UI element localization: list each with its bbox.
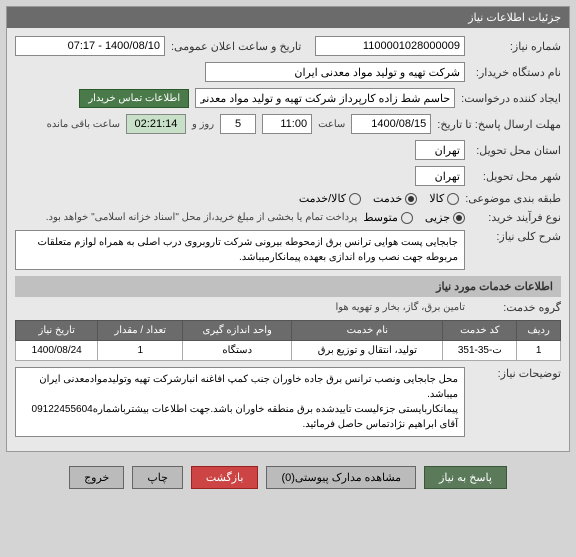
notes-box: محل جابجایی ونصب ترانس برق جاده خاوران ج… [15, 367, 465, 437]
td-0: 1 [517, 341, 561, 361]
days-label: روز و [192, 119, 214, 130]
td-4: 1 [98, 341, 183, 361]
radio-service[interactable]: خدمت [373, 192, 417, 205]
radio-both-label: کالا/خدمت [299, 192, 346, 205]
th-4: تعداد / مقدار [98, 321, 183, 341]
panel-title: جزئیات اطلاعات نیاز [7, 7, 569, 28]
remaining-label: ساعت باقی مانده [47, 119, 120, 130]
table-row[interactable]: 1 ت-35-351 تولید، انتقال و توزیع برق دست… [16, 341, 561, 361]
td-1: ت-35-351 [443, 341, 517, 361]
table-header-row: ردیف کد خدمت نام خدمت واحد اندازه گیری ت… [16, 321, 561, 341]
radio-service-label: خدمت [373, 192, 402, 205]
general-desc-label: شرح کلی نیاز: [471, 230, 561, 243]
th-5: تاریخ نیاز [16, 321, 98, 341]
radio-medium-circle [401, 212, 413, 224]
th-3: واحد اندازه گیری [183, 321, 292, 341]
notes-label: توضیحات نیاز: [471, 367, 561, 380]
buyer-label: نام دستگاه خریدار: [471, 66, 561, 79]
attachments-button[interactable]: مشاهده مدارک پیوستی(0) [266, 466, 416, 489]
group-value: تامین برق، گاز، بخار و تهویه هوا [335, 302, 465, 313]
print-button[interactable]: چاپ [132, 466, 183, 489]
radio-partial-circle [453, 212, 465, 224]
group-label: گروه خدمت: [471, 301, 561, 314]
deadline-time-input[interactable] [262, 114, 312, 134]
radio-partial[interactable]: جزیی [425, 211, 465, 224]
countdown-input [126, 114, 186, 134]
process-label: نوع فرآیند خرید: [471, 211, 561, 224]
radio-both-circle [349, 193, 361, 205]
announce-input[interactable] [15, 36, 165, 56]
details-panel: جزئیات اطلاعات نیاز شماره نیاز: تاریخ و … [6, 6, 570, 452]
td-3: دستگاه [183, 341, 292, 361]
province-input[interactable] [415, 140, 465, 160]
time-label-1: ساعت [318, 119, 345, 130]
days-input[interactable] [220, 114, 256, 134]
need-no-label: شماره نیاز: [471, 40, 561, 53]
city-input[interactable] [415, 166, 465, 186]
process-radio-group: جزیی متوسط [363, 211, 465, 224]
services-table: ردیف کد خدمت نام خدمت واحد اندازه گیری ت… [15, 320, 561, 361]
contact-info-button[interactable]: اطلاعات تماس خریدار [79, 89, 189, 108]
radio-goods-label: کالا [429, 192, 444, 205]
class-radio-group: کالا خدمت کالا/خدمت [299, 192, 459, 205]
province-label: استان محل تحویل: [471, 144, 561, 157]
announce-label: تاریخ و ساعت اعلان عمومی: [171, 40, 301, 53]
th-1: کد خدمت [443, 321, 517, 341]
requester-label: ایجاد کننده درخواست: [461, 92, 561, 105]
radio-service-circle [405, 193, 417, 205]
radio-goods-circle [447, 193, 459, 205]
process-note: پرداخت تمام یا بخشی از مبلغ خرید،از محل … [46, 212, 358, 223]
deadline-label: مهلت ارسال پاسخ: تا تاریخ: [437, 118, 561, 131]
radio-medium-label: متوسط [363, 211, 398, 224]
need-no-input[interactable] [315, 36, 465, 56]
panel-body: شماره نیاز: تاریخ و ساعت اعلان عمومی: نا… [7, 28, 569, 451]
radio-both[interactable]: کالا/خدمت [299, 192, 361, 205]
back-button[interactable]: بازگشت [191, 466, 259, 489]
respond-button[interactable]: پاسخ به نیاز [424, 466, 507, 489]
radio-partial-label: جزیی [425, 211, 450, 224]
radio-goods[interactable]: کالا [429, 192, 459, 205]
td-5: 1400/08/24 [16, 341, 98, 361]
buyer-input[interactable] [205, 62, 465, 82]
button-bar: پاسخ به نیاز مشاهده مدارک پیوستی(0) بازگ… [6, 458, 570, 497]
requester-input[interactable] [195, 88, 455, 108]
th-0: ردیف [517, 321, 561, 341]
city-label: شهر محل تحویل: [471, 170, 561, 183]
exit-button[interactable]: خروج [69, 466, 124, 489]
class-label: طبقه بندی موضوعی: [465, 192, 561, 205]
th-2: نام خدمت [292, 321, 443, 341]
td-2: تولید، انتقال و توزیع برق [292, 341, 443, 361]
deadline-date-input[interactable] [351, 114, 431, 134]
services-section-title: اطلاعات خدمات مورد نیاز [15, 276, 561, 297]
radio-medium[interactable]: متوسط [363, 211, 413, 224]
general-desc-box: جابجایی پست هوایی ترانس برق ازمحوطه بیرو… [15, 230, 465, 270]
